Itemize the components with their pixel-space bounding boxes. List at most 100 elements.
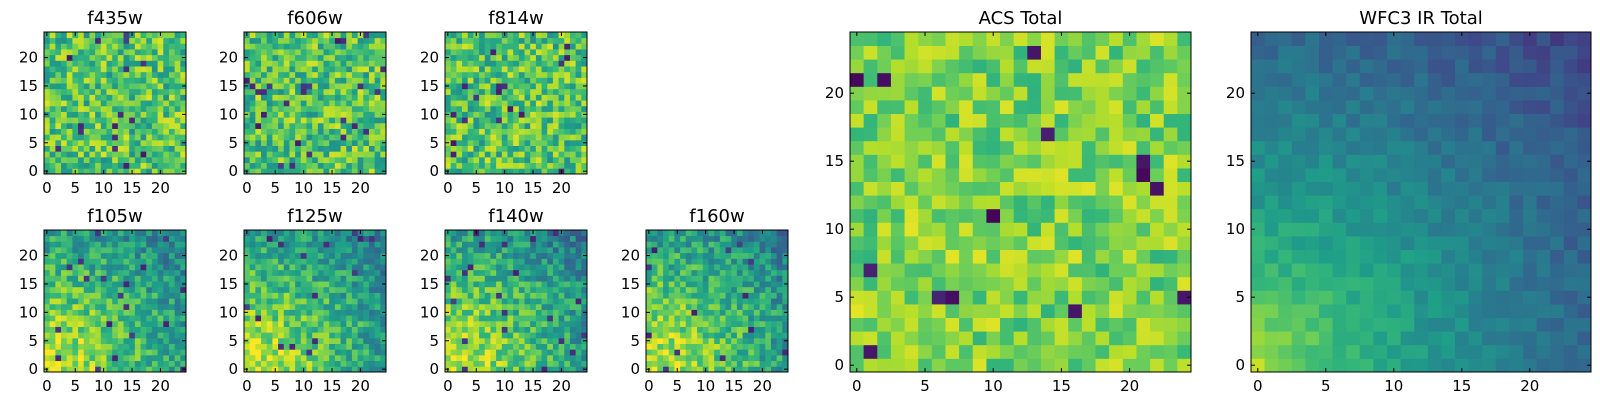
- heatmap-cell: [261, 320, 268, 327]
- heatmap-cell: [317, 94, 324, 101]
- heatmap-cell: [312, 281, 319, 288]
- heatmap-cell: [524, 122, 531, 129]
- heatmap-cell: [691, 309, 698, 316]
- heatmap-cell: [668, 264, 675, 271]
- heatmap-cell: [357, 94, 364, 101]
- heatmap-cell: [44, 298, 51, 305]
- heatmap-cell: [850, 317, 865, 332]
- heatmap-cell: [708, 258, 715, 265]
- heatmap-cell: [731, 298, 738, 305]
- heatmap-cell: [244, 303, 251, 310]
- heatmap-cell: [680, 349, 687, 356]
- heatmap-cell: [72, 303, 79, 310]
- heatmap-cell: [134, 54, 141, 61]
- heatmap-cell: [363, 54, 370, 61]
- heatmap-cell: [462, 71, 469, 78]
- heatmap-cell: [261, 247, 268, 254]
- heatmap-cell: [66, 303, 73, 310]
- heatmap-cell: [289, 360, 296, 367]
- heatmap-cell: [72, 343, 79, 350]
- heatmap-cell: [501, 83, 508, 90]
- heatmap-cell: [95, 37, 102, 44]
- heatmap-cell: [134, 151, 141, 158]
- heatmap-cell: [552, 151, 559, 158]
- heatmap-cell: [134, 37, 141, 44]
- heatmap-cell: [112, 360, 119, 367]
- heatmap-cell: [151, 247, 158, 254]
- heatmap-cell: [278, 94, 285, 101]
- heatmap-cell: [157, 151, 164, 158]
- heatmap-cell: [272, 354, 279, 362]
- heatmap-cell: [151, 105, 158, 112]
- heatmap-cell: [776, 269, 783, 276]
- heatmap-cell: [351, 128, 358, 135]
- heatmap-cell: [462, 230, 469, 237]
- heatmap-cell: [513, 139, 520, 146]
- heatmap-cell: [255, 128, 262, 135]
- heatmap-cell: [782, 326, 789, 333]
- heatmap-cell: [552, 60, 559, 67]
- heatmap-cell: [174, 66, 181, 73]
- heatmap-cell: [117, 354, 124, 362]
- heatmap-cell: [651, 258, 658, 265]
- heatmap-cell: [753, 326, 760, 333]
- heatmap-cell: [323, 281, 330, 288]
- heatmap-cell: [289, 83, 296, 90]
- heatmap-cell: [663, 252, 670, 259]
- heatmap-cell: [863, 222, 878, 237]
- heatmap-cell: [134, 252, 141, 259]
- heatmap-cell: [123, 349, 130, 356]
- heatmap-cell: [646, 349, 653, 356]
- heatmap-cell: [380, 32, 387, 39]
- heatmap-cell: [272, 235, 279, 242]
- heatmap-cell: [49, 145, 56, 152]
- heatmap-cell: [72, 156, 79, 164]
- heatmap-cell: [877, 195, 892, 210]
- heatmap-cell: [445, 247, 452, 254]
- heatmap-cell: [473, 151, 480, 158]
- heatmap-cell: [306, 360, 313, 367]
- heatmap-cell: [357, 252, 364, 259]
- heatmap-cell: [123, 168, 130, 175]
- heatmap-cell: [719, 230, 726, 237]
- heatmap-cell: [668, 320, 675, 327]
- heatmap-cell: [334, 111, 341, 118]
- heatmap-cell: [368, 139, 376, 146]
- heatmap-cell: [329, 258, 336, 265]
- heatmap-cell: [368, 134, 376, 141]
- heatmap-cell: [55, 162, 62, 169]
- heatmap-cell: [49, 168, 56, 175]
- heatmap-cell: [289, 54, 296, 61]
- heatmap-cell: [244, 298, 251, 305]
- heatmap-cell: [558, 145, 565, 152]
- heatmap-cell: [89, 88, 96, 95]
- heatmap-cell: [374, 151, 381, 158]
- heatmap-cell: [66, 168, 73, 175]
- heatmap-cell: [261, 168, 268, 175]
- heatmap-cell: [78, 354, 85, 362]
- heatmap-cell: [467, 343, 474, 350]
- heatmap-cell: [959, 168, 974, 182]
- heatmap-cell: [697, 303, 704, 310]
- heatmap-cell: [66, 343, 73, 350]
- heatmap-cell: [49, 122, 56, 129]
- heatmap-cell: [496, 326, 503, 333]
- heatmap-cell: [680, 320, 687, 327]
- heatmap-cell: [272, 37, 279, 44]
- heatmap-cell: [651, 252, 658, 259]
- heatmap-cell: [157, 43, 164, 50]
- heatmap-cell: [323, 77, 330, 84]
- heatmap-cell: [66, 77, 73, 84]
- heatmap-cell: [249, 134, 256, 141]
- heatmap-cell: [49, 303, 56, 310]
- heatmap-cell: [123, 49, 130, 56]
- heatmap-cell: [261, 151, 268, 158]
- heatmap-cell: [547, 303, 554, 310]
- heatmap-cell: [456, 315, 463, 322]
- heatmap-cell: [329, 264, 336, 271]
- heatmap-cell: [668, 275, 675, 282]
- heatmap-cell: [300, 43, 307, 50]
- heatmap-cell: [168, 105, 176, 112]
- heatmap-cell: [346, 156, 353, 164]
- heatmap-cell: [278, 309, 285, 316]
